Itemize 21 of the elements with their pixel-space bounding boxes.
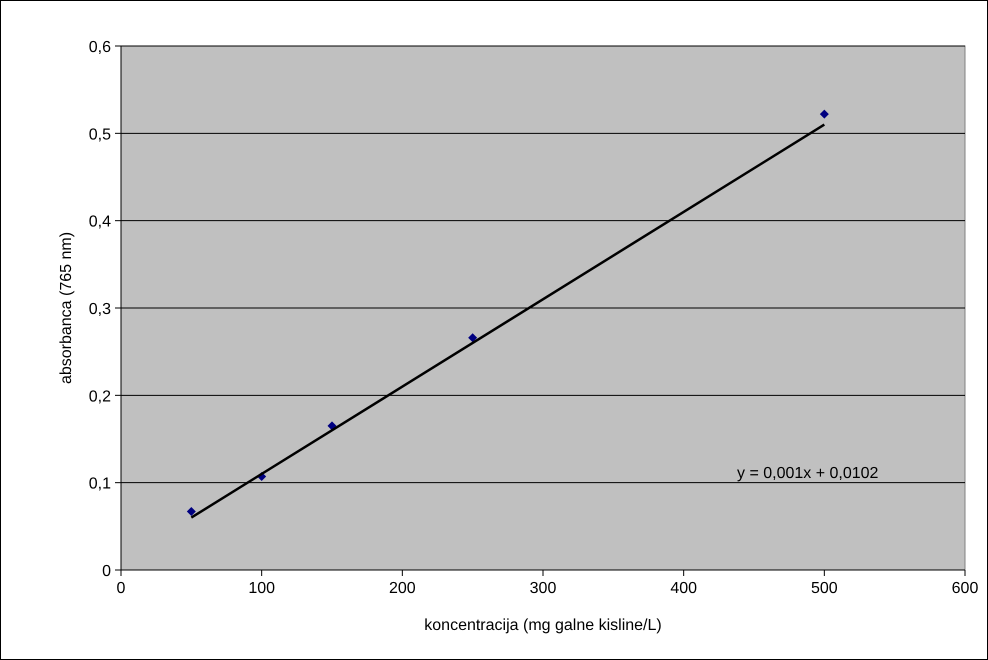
y-tick-label: 0,2: [88, 388, 112, 406]
y-tick-label: 0,3: [88, 301, 112, 318]
x-tick-label: 500: [810, 580, 838, 597]
x-tick-label: 300: [530, 580, 556, 597]
y-tick-label: 0,5: [88, 126, 112, 144]
point: [328, 421, 336, 430]
point: [468, 333, 478, 342]
x-axis-title: koncentracija (mg galne kisline/L): [424, 617, 662, 634]
x-tick-label: 400: [670, 580, 698, 597]
x-tick-label: 200: [388, 580, 416, 597]
point: [186, 506, 196, 516]
x-tick-label: 0: [116, 580, 126, 597]
y-tick-label: 0: [102, 563, 112, 580]
x-tick-label: 600: [952, 580, 978, 597]
x-tick-label: 100: [248, 580, 276, 597]
point: [820, 110, 829, 119]
y-tick-label: 0,4: [88, 214, 112, 231]
annotation: y = 0,001x + 0,0102: [737, 465, 879, 482]
y-tick-label: 0,1: [88, 476, 112, 493]
y-tick-label: 0,6: [88, 39, 112, 56]
y-axis-title: absorbanca (765 nm): [58, 232, 75, 384]
